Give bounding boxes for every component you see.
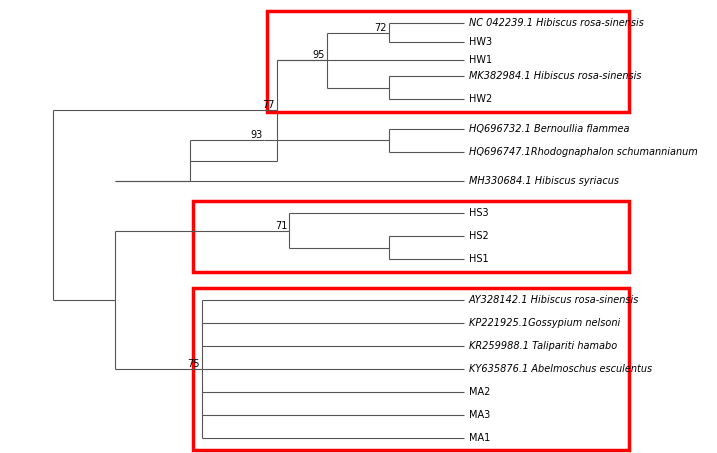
Text: 71: 71 — [275, 221, 288, 231]
Text: HQ696747.1Rhodognaphalon schumannianum: HQ696747.1Rhodognaphalon schumannianum — [469, 147, 698, 157]
Text: NC 042239.1 Hibiscus rosa-sinensis: NC 042239.1 Hibiscus rosa-sinensis — [469, 19, 643, 29]
Text: KP221925.1Gossypium nelsoni: KP221925.1Gossypium nelsoni — [469, 318, 619, 328]
Text: KY635876.1 Abelmoschus esculentus: KY635876.1 Abelmoschus esculentus — [469, 364, 652, 374]
Text: MA2: MA2 — [469, 387, 490, 397]
Text: HW3: HW3 — [469, 37, 492, 47]
Bar — [193, 288, 629, 450]
Text: HW1: HW1 — [469, 55, 492, 65]
Text: MA3: MA3 — [469, 410, 490, 420]
Bar — [193, 201, 629, 272]
Text: HS3: HS3 — [469, 208, 488, 218]
Text: MA1: MA1 — [469, 433, 490, 443]
Text: MH330684.1 Hibiscus syriacus: MH330684.1 Hibiscus syriacus — [469, 176, 619, 186]
Text: AY328142.1 Hibiscus rosa-sinensis: AY328142.1 Hibiscus rosa-sinensis — [469, 295, 639, 305]
Text: HQ696732.1 Bernoullia flammea: HQ696732.1 Bernoullia flammea — [469, 124, 629, 134]
Text: 75: 75 — [188, 359, 200, 369]
Text: 95: 95 — [313, 50, 325, 60]
Text: HS2: HS2 — [469, 231, 488, 241]
Bar — [267, 11, 629, 111]
Text: 72: 72 — [374, 23, 387, 33]
Text: MK382984.1 Hibiscus rosa-sinensis: MK382984.1 Hibiscus rosa-sinensis — [469, 71, 641, 81]
Text: 77: 77 — [262, 101, 275, 111]
Text: 93: 93 — [250, 130, 262, 140]
Text: KR259988.1 Talipariti hamabo: KR259988.1 Talipariti hamabo — [469, 341, 617, 351]
Text: HW2: HW2 — [469, 94, 492, 104]
Text: HS1: HS1 — [469, 254, 488, 264]
